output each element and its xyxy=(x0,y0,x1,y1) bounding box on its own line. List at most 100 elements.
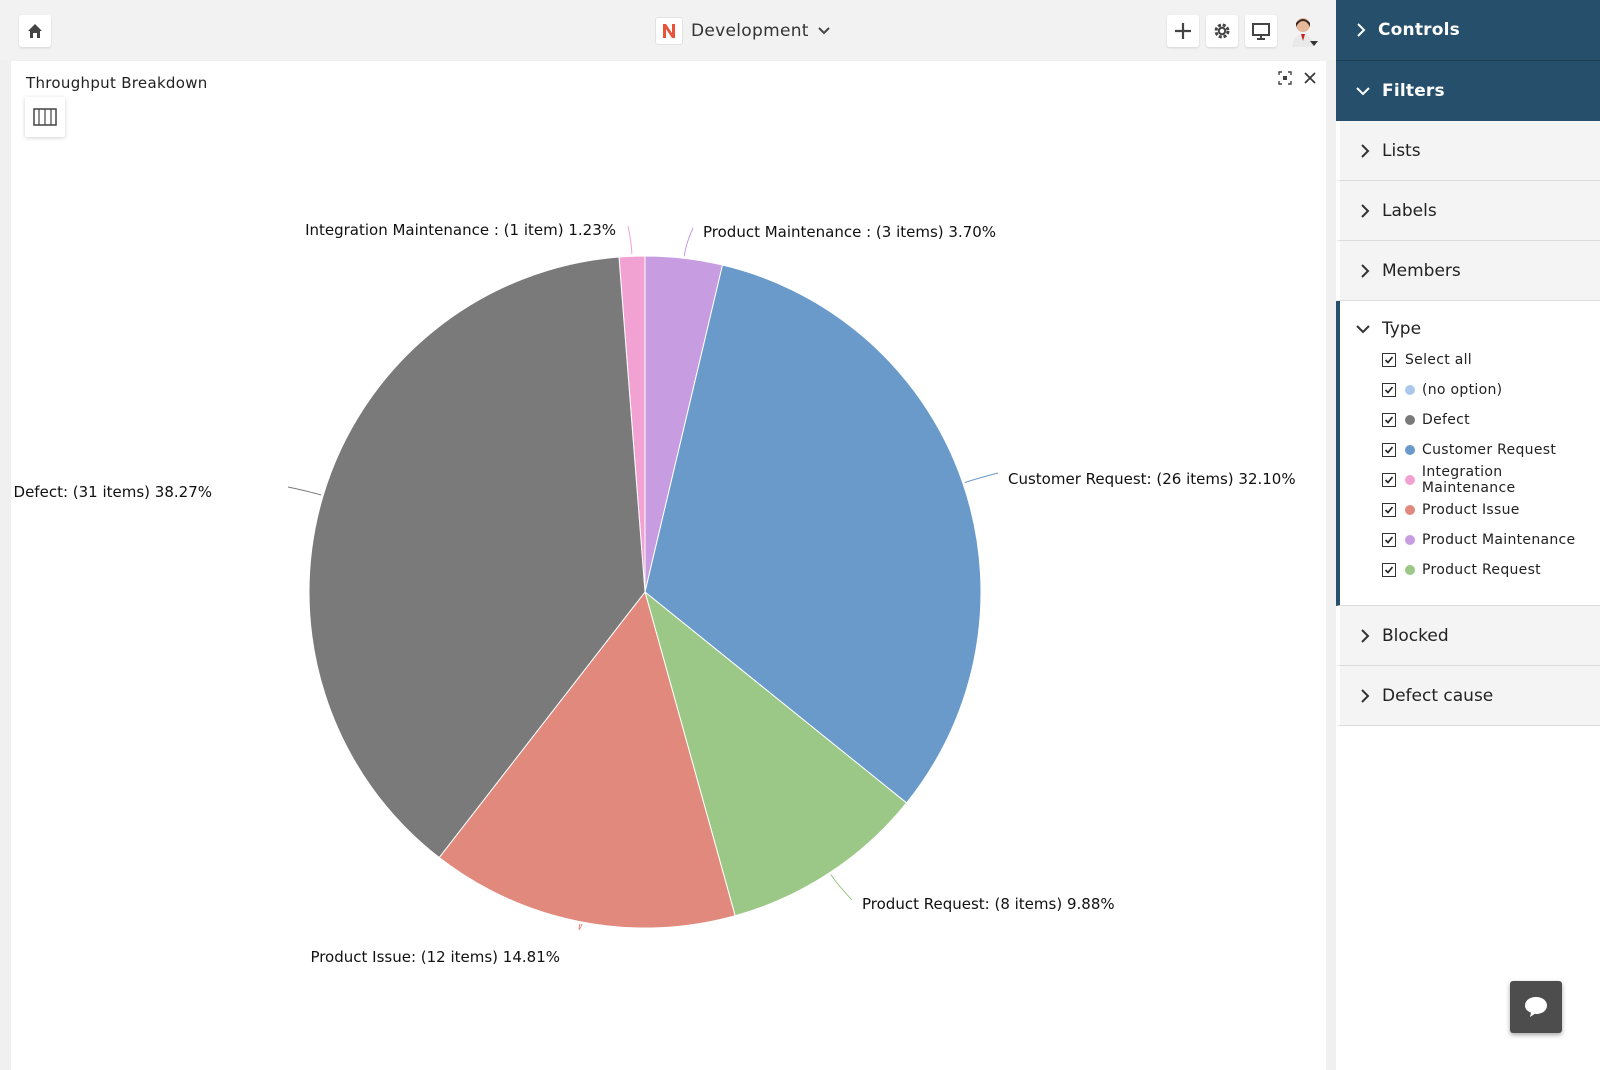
chevron-right-icon xyxy=(1361,688,1370,703)
pie-slice[interactable] xyxy=(438,590,736,929)
color-dot xyxy=(1405,505,1415,515)
filter-section-members[interactable]: Members xyxy=(1336,241,1600,301)
data-label: Product Issue: (12 items) 14.81% xyxy=(310,948,560,966)
project-logo xyxy=(655,17,683,45)
leader-line xyxy=(964,472,999,484)
chevron-right-icon xyxy=(1361,628,1370,643)
leader-line xyxy=(830,874,853,901)
panel-toolbar xyxy=(1278,71,1316,85)
filter-section-defect-cause[interactable]: Defect cause xyxy=(1336,666,1600,726)
section-label: Members xyxy=(1382,260,1461,281)
top-bar: Development xyxy=(0,0,1336,60)
settings-button[interactable] xyxy=(1206,15,1238,47)
avatar-icon xyxy=(1292,18,1318,47)
chat-bubble-icon xyxy=(1525,997,1547,1017)
checkbox-checked-icon[interactable] xyxy=(1382,353,1396,367)
panel-title: Throughput Breakdown xyxy=(26,74,208,92)
type-option-label: Select all xyxy=(1405,352,1472,368)
add-button[interactable] xyxy=(1167,15,1199,47)
chevron-right-icon xyxy=(1361,263,1370,278)
filter-section-blocked[interactable]: Blocked xyxy=(1336,606,1600,666)
type-option-label: (no option) xyxy=(1422,382,1503,398)
type-option-label: Product Maintenance xyxy=(1422,532,1576,548)
color-dot xyxy=(1404,475,1415,485)
pie-chart: Integration Maintenance : (1 item) 1.23%… xyxy=(14,221,1296,966)
chevron-down-icon xyxy=(818,27,830,35)
filters-header[interactable]: Filters xyxy=(1336,61,1600,121)
chevron-down-icon xyxy=(1356,87,1370,96)
gear-icon xyxy=(1214,23,1230,39)
type-option[interactable]: Integration Maintenance xyxy=(1340,464,1600,496)
monitor-button[interactable] xyxy=(1245,15,1277,47)
checkbox-checked-icon[interactable] xyxy=(1382,383,1396,397)
filters-label: Filters xyxy=(1382,81,1445,101)
pie-slice[interactable] xyxy=(644,590,908,917)
checkbox-checked-icon[interactable] xyxy=(1382,503,1396,517)
close-icon[interactable] xyxy=(1304,72,1316,84)
color-dot xyxy=(1405,415,1415,425)
checkbox-checked-icon[interactable] xyxy=(1382,473,1396,487)
type-option[interactable]: Product Maintenance xyxy=(1340,525,1600,555)
pie-slice[interactable] xyxy=(644,264,982,804)
type-options: Select all (no option) Defect Customer Requ… xyxy=(1340,345,1600,585)
plus-icon xyxy=(1175,23,1191,39)
user-avatar[interactable] xyxy=(1289,15,1319,47)
type-label: Type xyxy=(1382,319,1422,339)
leader-line xyxy=(578,923,583,931)
project-name: Development xyxy=(691,21,809,41)
type-option[interactable]: (no option) xyxy=(1340,375,1600,405)
filter-section-lists[interactable]: Lists xyxy=(1336,121,1600,181)
leader-line xyxy=(627,225,633,255)
section-label: Defect cause xyxy=(1382,685,1494,706)
data-label: Customer Request: (26 items) 32.10% xyxy=(1008,470,1296,488)
checkbox-checked-icon[interactable] xyxy=(1382,563,1396,577)
chevron-right-icon xyxy=(1357,23,1366,37)
right-sidebar: Controls Filters Lists Labels Members Ty… xyxy=(1336,0,1600,1070)
project-switcher[interactable]: Development xyxy=(655,16,831,46)
filter-section-labels[interactable]: Labels xyxy=(1336,181,1600,241)
filter-section-type: Type Select all (no option) Defect Customer… xyxy=(1336,301,1600,606)
type-option-label: Defect xyxy=(1422,412,1470,428)
checkbox-checked-icon[interactable] xyxy=(1382,413,1396,427)
section-label: Labels xyxy=(1382,200,1437,221)
type-option[interactable]: Customer Request xyxy=(1340,435,1600,465)
pie-slice[interactable] xyxy=(308,256,646,859)
type-header[interactable]: Type xyxy=(1340,313,1600,345)
type-option-label: Product Request xyxy=(1422,562,1541,578)
type-option-label: Customer Request xyxy=(1422,442,1557,458)
data-label: Product Maintenance : (3 items) 3.70% xyxy=(703,223,996,241)
controls-header[interactable]: Controls xyxy=(1336,0,1600,61)
type-option-label: Integration Maintenance xyxy=(1421,464,1516,496)
leader-line xyxy=(683,227,694,257)
chevron-right-icon xyxy=(1361,143,1370,158)
type-option[interactable]: Product Issue xyxy=(1340,495,1600,525)
color-dot xyxy=(1405,535,1415,545)
home-button[interactable] xyxy=(19,15,51,47)
focus-icon[interactable] xyxy=(1278,71,1292,85)
type-option[interactable]: Product Request xyxy=(1340,555,1600,585)
section-label: Blocked xyxy=(1382,625,1449,646)
checkbox-checked-icon[interactable] xyxy=(1382,443,1396,457)
type-option[interactable]: Defect xyxy=(1340,405,1600,435)
type-option-label: Product Issue xyxy=(1422,502,1520,518)
data-label: Defect: (31 items) 38.27% xyxy=(14,483,212,501)
n-logo-icon xyxy=(663,24,675,38)
sidebar-toggle-button[interactable] xyxy=(25,97,65,137)
leader-line xyxy=(287,486,322,496)
home-icon xyxy=(28,24,42,38)
color-dot xyxy=(1405,565,1415,575)
monitor-icon xyxy=(1252,23,1270,40)
throughput-breakdown-panel: Integration Maintenance : (1 item) 1.23%… xyxy=(11,61,1326,1070)
color-dot xyxy=(1405,445,1415,455)
chat-button[interactable] xyxy=(1510,981,1562,1033)
checkbox-checked-icon[interactable] xyxy=(1382,533,1396,547)
controls-label: Controls xyxy=(1378,20,1460,40)
type-option[interactable]: Select all xyxy=(1340,345,1600,375)
data-label: Integration Maintenance : (1 item) 1.23% xyxy=(305,221,616,239)
color-dot xyxy=(1405,385,1415,395)
data-label: Product Request: (8 items) 9.88% xyxy=(862,895,1115,913)
chevron-right-icon xyxy=(1361,203,1370,218)
chevron-down-icon xyxy=(1356,325,1370,334)
columns-icon xyxy=(33,108,57,126)
section-label: Lists xyxy=(1382,140,1421,161)
